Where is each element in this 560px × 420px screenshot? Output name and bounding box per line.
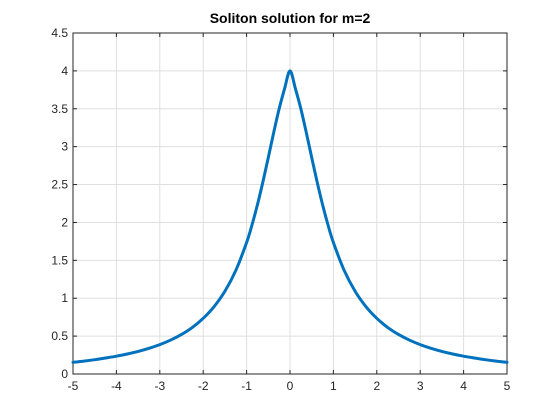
series-line-0 xyxy=(71,69,509,364)
grid-lines xyxy=(73,33,507,374)
x-tick-labels: -5 -4 -3 -2 -1 0 1 2 3 4 5 xyxy=(68,379,511,393)
y-tick-label: 1.5 xyxy=(51,253,68,267)
series-layer xyxy=(71,69,509,364)
x-tick-label: 0 xyxy=(287,379,294,393)
x-tick-label: 1 xyxy=(330,379,337,393)
y-tick-label: 4 xyxy=(61,64,68,78)
chart-title: Soliton solution for m=2 xyxy=(210,10,371,26)
y-tick-label: 2 xyxy=(61,215,68,229)
ticks xyxy=(72,32,508,375)
x-tick-label: -5 xyxy=(68,379,79,393)
x-tick-label: -2 xyxy=(198,379,209,393)
x-tick-label: 3 xyxy=(417,379,424,393)
x-tick-label: -3 xyxy=(154,379,165,393)
y-tick-label: 1 xyxy=(61,291,68,305)
y-tick-label: 0 xyxy=(61,367,68,381)
y-tick-label: 4.5 xyxy=(51,26,68,40)
x-tick-label: 4 xyxy=(460,379,467,393)
x-tick-label: -1 xyxy=(241,379,252,393)
y-tick-label: 2.5 xyxy=(51,178,68,192)
y-tick-label: 3.5 xyxy=(51,102,68,116)
x-tick-label: -4 xyxy=(111,379,122,393)
x-tick-label: 5 xyxy=(504,379,511,393)
y-tick-label: 0.5 xyxy=(51,329,68,343)
x-tick-label: 2 xyxy=(373,379,380,393)
y-tick-labels: 0 0.5 1 1.5 2 2.5 3 3.5 4 4.5 xyxy=(51,26,68,381)
y-tick-label: 3 xyxy=(61,140,68,154)
